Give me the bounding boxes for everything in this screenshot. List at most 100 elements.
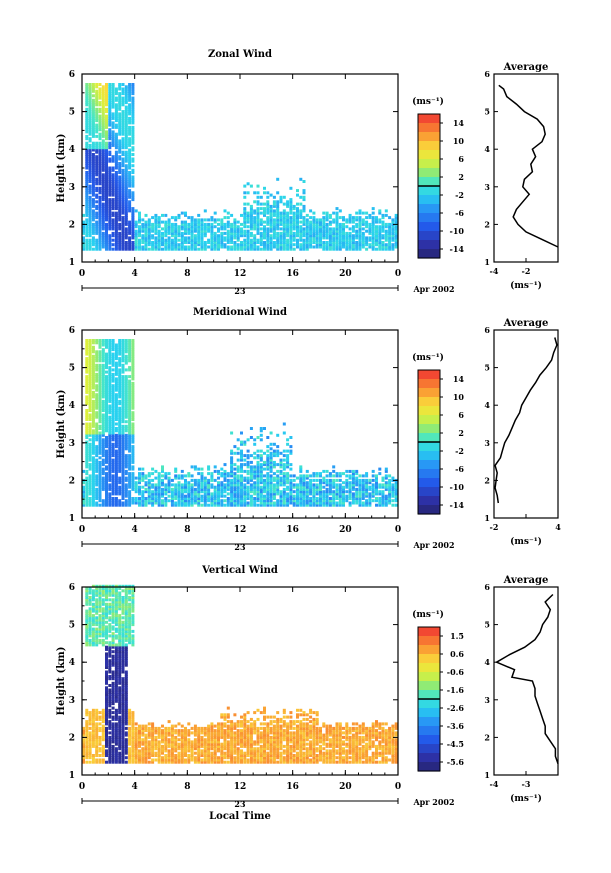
x-tick-label: 12 bbox=[234, 525, 247, 535]
profile-units: (ms⁻¹) bbox=[510, 536, 542, 547]
colorbar-tick-label: -6 bbox=[455, 208, 464, 218]
colorbar-swatch bbox=[418, 672, 440, 682]
x-tick-label: 16 bbox=[286, 269, 299, 279]
colorbar-tick-label: -10 bbox=[450, 226, 465, 236]
colorbar-swatch bbox=[418, 627, 440, 637]
colorbar-units: (ms⁻¹) bbox=[412, 96, 444, 107]
x-tick-label: 4 bbox=[132, 269, 138, 279]
colorbar-swatch bbox=[418, 442, 440, 452]
y-tick-label: 2 bbox=[69, 733, 75, 743]
day-label: 23 bbox=[234, 542, 246, 552]
y-tick-label: 5 bbox=[69, 108, 75, 118]
x-tick-label: 20 bbox=[339, 782, 352, 792]
y-tick-label: 1 bbox=[69, 514, 75, 524]
panel-title: Vertical Wind bbox=[201, 565, 278, 576]
colorbar-swatch bbox=[418, 699, 440, 709]
profile-line bbox=[494, 337, 558, 504]
colorbar-tick-label: 2 bbox=[458, 172, 464, 182]
colorbar-swatch bbox=[418, 186, 440, 196]
colorbar-tick-label: 6 bbox=[458, 154, 464, 164]
y-tick-label: 3 bbox=[69, 439, 75, 449]
colorbar-tick-label: -2 bbox=[455, 446, 464, 456]
x-tick-label: 8 bbox=[184, 525, 190, 535]
colorbar-swatch bbox=[418, 681, 440, 691]
colorbar-swatch bbox=[418, 132, 440, 142]
profile-y-tick-label: 6 bbox=[484, 69, 490, 79]
y-axis-title: Height (km) bbox=[56, 134, 67, 203]
colorbar-swatch bbox=[418, 249, 440, 259]
x-tick-label: 20 bbox=[339, 525, 352, 535]
colorbar-swatch bbox=[418, 397, 440, 407]
x-tick-label: 8 bbox=[184, 269, 190, 279]
heatmap-field bbox=[82, 584, 398, 764]
profile-axes-frame bbox=[493, 329, 559, 519]
colorbar-tick-label: 6 bbox=[458, 410, 464, 420]
y-tick-label: 3 bbox=[69, 696, 75, 706]
colorbar-tick-label: 2 bbox=[458, 428, 464, 438]
date-label: Apr 2002 bbox=[412, 284, 454, 294]
profile-axes-frame bbox=[493, 73, 559, 263]
colorbar-swatch bbox=[418, 240, 440, 250]
colorbar-swatch bbox=[418, 370, 440, 380]
x-tick-label: 0 bbox=[395, 525, 401, 535]
x-tick-label: 20 bbox=[339, 269, 352, 279]
y-tick-label: 6 bbox=[69, 583, 75, 593]
colorbar-tick-label: -0.6 bbox=[447, 667, 465, 677]
colorbar-tick-label: 10 bbox=[453, 136, 465, 146]
colorbar-swatch bbox=[418, 141, 440, 151]
y-tick-label: 5 bbox=[69, 364, 75, 374]
colorbar-tick-label: 1.5 bbox=[450, 631, 464, 641]
colorbar-swatch bbox=[418, 213, 440, 223]
colorbar-tick-label: -1.6 bbox=[447, 685, 465, 695]
colorbar-swatch bbox=[418, 636, 440, 646]
colorbar-swatch bbox=[418, 753, 440, 763]
average-profile: Average 1 2 3 4 5 6 -2 4 (ms⁻¹) bbox=[484, 318, 561, 547]
colorbar-swatch bbox=[418, 663, 440, 673]
colorbar-tick-label: -2.6 bbox=[447, 703, 465, 713]
profile-y-tick-label: 5 bbox=[484, 363, 490, 373]
profile-y-tick-label: 3 bbox=[484, 695, 490, 705]
profile-title: Average bbox=[503, 318, 549, 329]
colorbar-swatch bbox=[418, 726, 440, 736]
profile-line bbox=[498, 84, 559, 248]
y-tick-label: 5 bbox=[69, 621, 75, 631]
y-tick-label: 4 bbox=[69, 145, 75, 155]
colorbar-swatch bbox=[418, 735, 440, 745]
x-tick-label: 0 bbox=[79, 269, 85, 279]
x-tick-label: 16 bbox=[286, 782, 299, 792]
profile-x-tick-label: -2 bbox=[522, 266, 531, 276]
profile-units: (ms⁻¹) bbox=[510, 793, 542, 804]
x-tick-label: 4 bbox=[132, 782, 138, 792]
colorbar-swatch bbox=[418, 150, 440, 160]
colorbar-swatch bbox=[418, 168, 440, 178]
x-tick-label: 4 bbox=[132, 525, 138, 535]
colorbar-swatch bbox=[418, 114, 440, 124]
colorbar-swatch bbox=[418, 451, 440, 461]
colorbar-swatch bbox=[418, 469, 440, 479]
x-tick-label: 8 bbox=[184, 782, 190, 792]
colorbar-tick-label: 0.6 bbox=[450, 649, 464, 659]
colorbar-swatch bbox=[418, 487, 440, 497]
colorbar-swatch bbox=[418, 204, 440, 214]
colorbar-tick-label: -10 bbox=[450, 482, 465, 492]
day-label: 23 bbox=[234, 799, 246, 809]
profile-x-tick-label: -4 bbox=[490, 779, 499, 789]
colorbar-swatch bbox=[418, 379, 440, 389]
heatmap-field bbox=[82, 83, 398, 251]
x-tick-label: 0 bbox=[395, 782, 401, 792]
profile-y-tick-label: 5 bbox=[484, 107, 490, 117]
y-tick-label: 4 bbox=[69, 658, 75, 668]
colorbar-tick-label: -6 bbox=[455, 464, 464, 474]
day-label: 23 bbox=[234, 286, 246, 296]
y-axis-title: Height (km) bbox=[56, 647, 67, 716]
profile-x-tick-label: -4 bbox=[490, 266, 499, 276]
profile-title: Average bbox=[503, 62, 549, 73]
profile-y-tick-label: 1 bbox=[484, 770, 490, 780]
x-tick-label: 12 bbox=[234, 269, 247, 279]
colorbar-tick-label: -14 bbox=[450, 500, 465, 510]
y-tick-label: 4 bbox=[69, 401, 75, 411]
y-tick-label: 6 bbox=[69, 326, 75, 336]
profile-y-tick-label: 2 bbox=[484, 219, 490, 229]
